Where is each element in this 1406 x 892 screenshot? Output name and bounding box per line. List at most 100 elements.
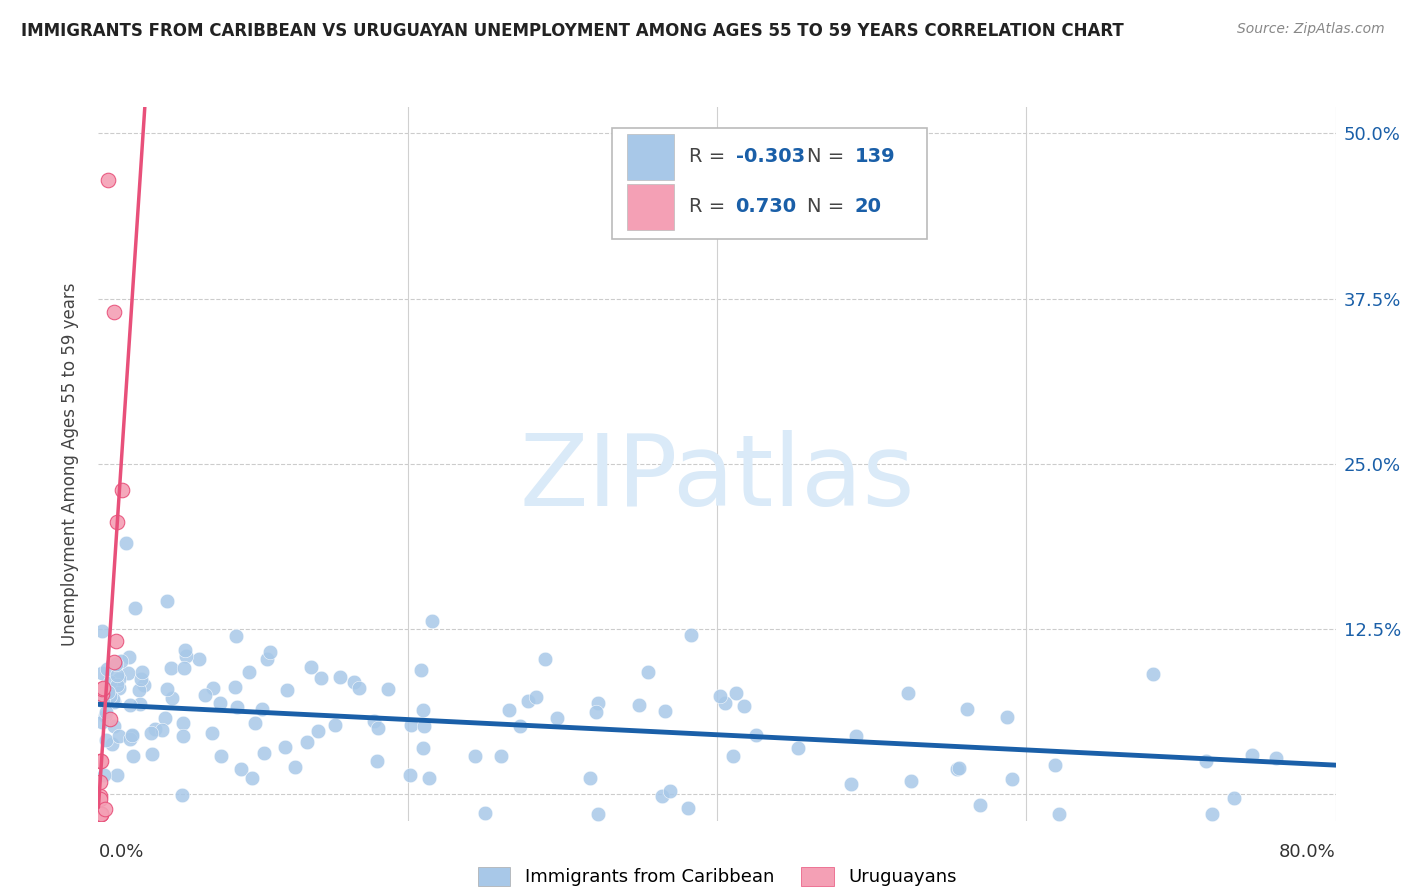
Point (225, 699, 247, 714)
Point (124, 601, 146, 615)
Point (900, 773, 922, 788)
Point (107, 672, 129, 686)
Point (412, 719, 434, 733)
Point (120, 731, 142, 746)
Point (714, 697, 737, 711)
Point (155, 711, 177, 725)
Point (464, 748, 486, 763)
Point (105, 667, 128, 681)
Point (90, 665, 112, 680)
Point (307, 723, 329, 738)
Point (1222, 791, 1244, 805)
Point (90, 682, 112, 697)
Point (150, 723, 173, 737)
Point (259, 645, 281, 659)
Point (103, 305, 125, 319)
Point (94, 733, 117, 747)
Point (143, 722, 166, 736)
Y-axis label: Unemployment Among Ages 55 to 59 years: Unemployment Among Ages 55 to 59 years (60, 282, 79, 646)
Point (201, 725, 224, 739)
Point (586, 807, 609, 822)
Text: -0.303: -0.303 (735, 147, 804, 167)
Point (93, 709, 115, 723)
Point (1001, 772, 1024, 786)
Point (297, 735, 319, 749)
Point (105, 678, 128, 692)
Point (725, 686, 748, 700)
Point (118, 650, 141, 665)
Point (787, 740, 810, 755)
Point (209, 748, 232, 763)
Point (105, 768, 128, 782)
Point (174, 643, 197, 657)
Point (489, 749, 512, 764)
Point (208, 696, 231, 710)
Point (1240, 748, 1263, 763)
Point (323, 718, 346, 732)
Point (1047, 807, 1070, 822)
Point (524, 690, 547, 705)
Text: 0.730: 0.730 (735, 197, 797, 217)
Point (121, 728, 143, 742)
Point (201, 681, 224, 695)
Point (897, 686, 920, 700)
Text: 139: 139 (855, 147, 896, 167)
Point (89, 775, 111, 789)
Point (131, 665, 153, 679)
Point (1264, 751, 1286, 765)
Point (90, 624, 112, 639)
Point (377, 682, 399, 697)
FancyBboxPatch shape (627, 184, 673, 230)
Point (579, 771, 602, 785)
Point (276, 682, 298, 697)
Point (108, 729, 131, 743)
Point (733, 698, 755, 713)
Text: R =: R = (689, 197, 731, 217)
Point (121, 729, 143, 743)
Point (90, 807, 112, 822)
FancyBboxPatch shape (627, 134, 673, 180)
Point (347, 681, 370, 695)
Point (172, 729, 194, 743)
Point (141, 747, 163, 762)
Point (128, 682, 150, 697)
Point (256, 652, 278, 666)
Point (637, 665, 659, 679)
Point (651, 789, 673, 803)
Point (240, 771, 263, 785)
Point (412, 703, 434, 717)
Point (188, 652, 211, 666)
Point (420, 615, 443, 629)
Point (418, 771, 440, 785)
Point (1043, 758, 1066, 772)
Point (91, 694, 114, 708)
Point (498, 703, 520, 717)
Point (284, 760, 307, 774)
Point (509, 719, 531, 733)
Point (1201, 807, 1223, 822)
Point (676, 800, 699, 814)
Point (160, 690, 183, 705)
Point (969, 797, 991, 812)
Point (231, 762, 253, 776)
Point (170, 788, 193, 802)
Point (139, 726, 162, 740)
Point (628, 698, 651, 713)
Text: N =: N = (807, 147, 851, 167)
Point (93, 768, 115, 782)
Point (839, 777, 862, 791)
Point (399, 718, 422, 732)
Point (366, 754, 388, 768)
Point (679, 627, 702, 641)
Point (115, 536, 138, 550)
Point (104, 657, 127, 671)
Point (96, 662, 118, 676)
Text: Source: ZipAtlas.com: Source: ZipAtlas.com (1237, 22, 1385, 37)
Point (90, 715, 112, 730)
Point (103, 695, 125, 709)
Point (250, 702, 273, 716)
Point (89, 807, 111, 822)
Point (90, 686, 112, 700)
Text: R =: R = (689, 147, 731, 167)
Point (122, 748, 145, 763)
